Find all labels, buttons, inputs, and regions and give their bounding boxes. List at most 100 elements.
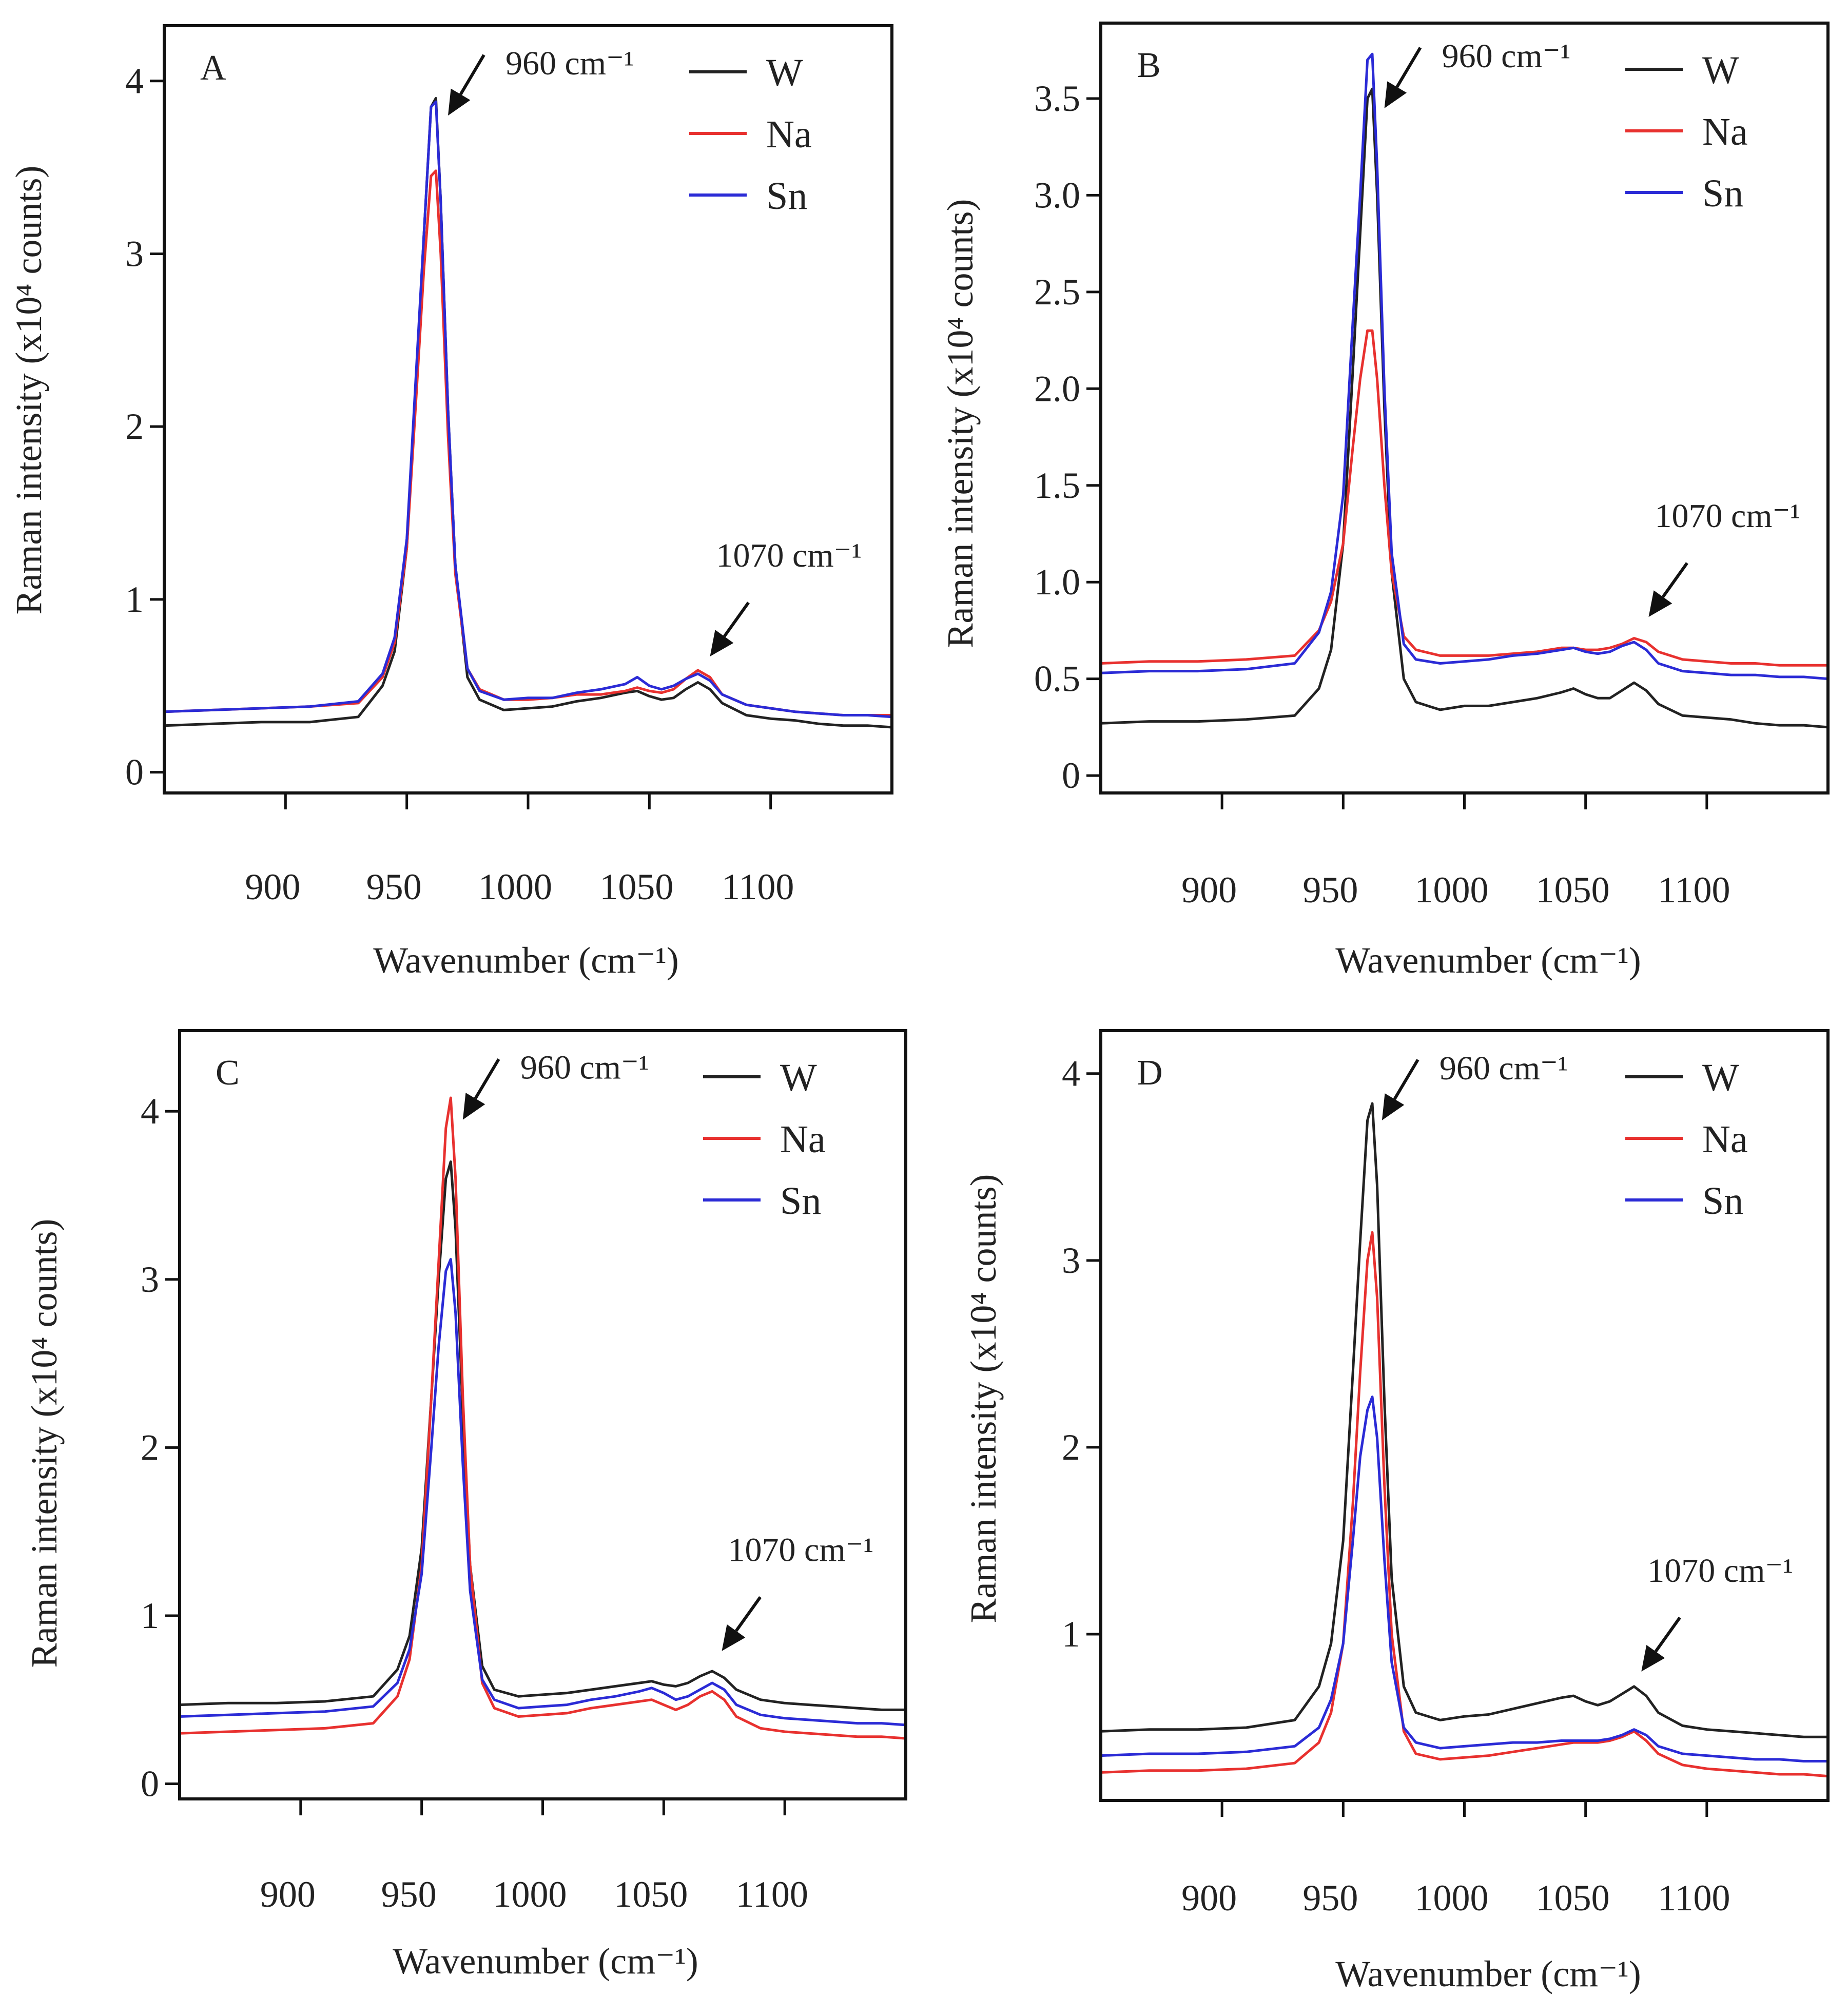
annotation-arrow: [1393, 1059, 1419, 1100]
legend-label-w: W: [766, 51, 803, 94]
series-line-sn: [1100, 1396, 1828, 1762]
panel-c: 900 950 1000 1050 1100 0 1 2 3 4 Wavenumber (cm⁻¹)…: [24, 1029, 907, 1982]
x-tick-label: 900: [1181, 1877, 1237, 1919]
annotation-arrow: [723, 602, 750, 637]
annotation-arrowhead: [722, 1624, 746, 1651]
x-tick-label: 1000: [1415, 1877, 1489, 1919]
y-tick-label: 2.0: [1034, 368, 1080, 409]
y-tick-label: 4: [141, 1091, 159, 1132]
annotation-arrowhead: [1384, 81, 1407, 108]
y-tick-label: 2: [125, 406, 144, 447]
x-axis-title: Wavenumber (cm⁻¹): [1335, 1953, 1641, 1994]
x-tick-label: 900: [260, 1874, 316, 1915]
series-line-w: [1100, 87, 1828, 729]
x-tick-label: 1050: [1536, 1877, 1610, 1919]
x-tick-label: 1050: [614, 1874, 688, 1915]
series-line-na: [164, 169, 892, 716]
x-tick-label: 950: [381, 1874, 437, 1915]
annotation-arrowhead: [1382, 1093, 1405, 1120]
series-line-w: [179, 1160, 906, 1711]
x-axis-title: Wavenumber (cm⁻¹): [1335, 940, 1641, 981]
y-tick-label: 1: [1062, 1614, 1080, 1655]
annotation-arrow: [1661, 562, 1688, 598]
y-tick-label: 2.5: [1034, 272, 1080, 313]
panel-b: 900 950 1000 1050 1100 0 0.5 1.0 1.5 2.0 2.5 3.0 3.5…: [940, 22, 1830, 981]
x-tick-label: 1100: [1658, 869, 1730, 910]
y-tick-label: 4: [125, 61, 144, 102]
annotation-label: 1070 cm⁻¹: [1647, 1552, 1793, 1590]
x-tick-label: 1000: [478, 866, 552, 907]
y-tick-label: 1.5: [1034, 465, 1080, 506]
x-tick-label: 950: [1302, 869, 1358, 910]
annotation-label: 960 cm⁻¹: [505, 45, 634, 82]
y-tick-label: 0.5: [1034, 658, 1080, 700]
x-axis-title: Wavenumber (cm⁻¹): [373, 940, 679, 981]
annotation-arrowhead: [462, 1093, 485, 1120]
y-tick-label: 4: [1062, 1053, 1080, 1094]
panel-letter: B: [1137, 46, 1161, 85]
panel-letter: A: [200, 48, 226, 88]
legend-label-sn: Sn: [1702, 172, 1743, 215]
annotation-label: 1070 cm⁻¹: [1655, 497, 1800, 535]
annotation-arrow: [734, 1596, 762, 1632]
y-tick-label: 3: [141, 1259, 159, 1300]
series-line-w: [1100, 1102, 1828, 1738]
x-tick-label: 1100: [736, 1874, 808, 1915]
legend-label-na: Na: [780, 1118, 826, 1161]
y-axis-title: Raman intensity (x10⁴ counts): [24, 1219, 65, 1668]
panel-letter: D: [1137, 1053, 1163, 1093]
x-tick-label: 1050: [1536, 869, 1610, 910]
legend-label-sn: Sn: [766, 175, 807, 218]
legend-label-na: Na: [1702, 1118, 1748, 1161]
panel-letter: C: [216, 1053, 240, 1093]
legend-label-sn: Sn: [1702, 1179, 1743, 1223]
x-tick-label: 900: [1181, 869, 1237, 910]
y-axis-title: Raman intensity (x10⁴ counts): [963, 1174, 1004, 1623]
y-tick-label: 2: [1062, 1427, 1080, 1468]
annotation-arrowhead: [710, 630, 734, 656]
annotation-arrow: [1395, 47, 1422, 88]
y-tick-label: 0: [125, 752, 144, 793]
annotation-arrowhead: [1648, 590, 1672, 617]
annotation-arrowhead: [1641, 1644, 1665, 1672]
y-tick-label: 2: [141, 1427, 159, 1468]
y-tick-label: 3.5: [1034, 78, 1080, 119]
annotation-arrow: [1654, 1617, 1681, 1653]
x-tick-label: 1050: [599, 866, 673, 907]
x-tick-label: 950: [366, 866, 422, 907]
annotation-arrowhead: [448, 88, 471, 116]
x-tick-label: 1100: [1658, 1877, 1730, 1919]
x-tick-label: 950: [1302, 1877, 1358, 1919]
annotation-arrow: [474, 1058, 500, 1099]
series-line-na: [1100, 329, 1828, 667]
annotation-label: 960 cm⁻¹: [1442, 37, 1571, 75]
legend-label-na: Na: [1702, 110, 1748, 153]
panel-a: 900 950 1000 1050 1100 0 1 2 3 4 Wavenumber (cm⁻¹)…: [8, 24, 893, 981]
legend-label-w: W: [1702, 49, 1739, 92]
legend-label-na: Na: [766, 113, 812, 156]
y-tick-label: 3.0: [1034, 175, 1080, 216]
series-line-na: [1100, 1231, 1828, 1778]
x-tick-label: 1000: [493, 1874, 567, 1915]
y-axis-title: Raman intensity (x10⁴ counts): [8, 166, 49, 615]
series-line-sn: [1100, 52, 1828, 681]
panel-d: 900 950 1000 1050 1100 1 2 3 4 Wavenumber (cm⁻¹) R…: [963, 1029, 1830, 1994]
legend-label-w: W: [1702, 1056, 1739, 1099]
legend-label-sn: Sn: [780, 1179, 821, 1223]
y-tick-label: 1.0: [1034, 561, 1080, 603]
y-tick-label: 1: [141, 1595, 159, 1636]
y-tick-label: 0: [141, 1764, 159, 1805]
legend-label-w: W: [780, 1056, 817, 1099]
annotation-label: 1070 cm⁻¹: [728, 1532, 874, 1569]
x-axis-title: Wavenumber (cm⁻¹): [393, 1941, 698, 1982]
x-tick-label: 900: [245, 866, 300, 907]
y-tick-label: 1: [125, 579, 144, 620]
series-line-sn: [179, 1258, 906, 1727]
annotation-arrow: [459, 54, 485, 95]
annotation-label: 1070 cm⁻¹: [716, 537, 862, 574]
annotation-label: 960 cm⁻¹: [1440, 1050, 1568, 1087]
x-tick-label: 1000: [1415, 869, 1489, 910]
y-axis-title: Raman intensity (x10⁴ counts): [940, 199, 981, 648]
y-tick-label: 3: [1062, 1240, 1080, 1281]
